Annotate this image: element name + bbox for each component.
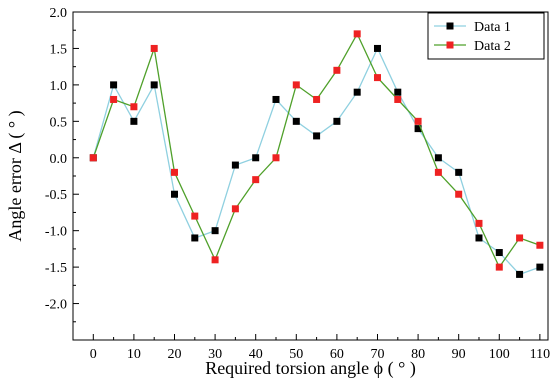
series-1-point [333,117,341,125]
series-2-point [211,256,219,264]
series-2-point [394,95,402,103]
x-tick-label: 110 [530,347,550,362]
x-tick-label: 100 [489,347,510,362]
x-tick-label: 60 [330,347,344,362]
x-tick-label: 90 [452,347,466,362]
legend-label: Data 1 [474,20,511,35]
series-2-point [130,103,138,111]
series-2-point [475,219,483,227]
series-2-point [292,81,300,89]
x-axis-title: Required torsion angle ϕ ( ° ) [205,358,416,379]
y-tick-label: -2.0 [45,298,67,313]
series-1-point [211,227,219,235]
series-1-point [231,161,239,169]
series-2-point [272,154,280,162]
series-1-point [495,249,503,257]
series-2-point [516,234,524,242]
series-1-point [272,95,280,103]
series-1-point [373,44,381,52]
y-tick-label: 1.0 [50,79,68,94]
y-tick-label: 2.0 [50,6,68,21]
x-tick-label: 10 [127,347,141,362]
y-tick-label: -1.0 [45,225,67,240]
series-1-point [110,81,118,89]
x-tick-label: 80 [411,347,425,362]
series-2-point [252,176,260,184]
series-2-point [110,95,118,103]
y-tick-label: -0.5 [45,188,67,203]
series-2-point [353,30,361,38]
series-2-point [455,190,463,198]
legend: Data 1 Data 2 [427,12,545,60]
y-tick-label: 0.0 [50,152,68,167]
x-tick-label: 30 [208,347,222,362]
x-tick-label: 20 [167,347,181,362]
series-1-point [130,117,138,125]
series-1-point [475,234,483,242]
series-1-point [150,81,158,89]
series-1-point [353,88,361,96]
axes: -2.0 -1.5 -1.0 -0.5 0.0 0.5 1.0 1.5 2.0 0 10 20 30 40… [45,6,550,362]
series-2-point [536,241,544,249]
x-tick-label: 40 [249,347,263,362]
series-1-point [292,117,300,125]
series-2-point [89,154,97,162]
y-axis-title: Angle error Δ ( ° ) [5,110,26,241]
series-2-point [495,263,503,271]
x-tick-label: 70 [370,347,384,362]
series-1-point [455,168,463,176]
y-tick-label: 0.5 [50,115,68,130]
plot-frame [72,11,549,341]
series-2-point [434,168,442,176]
legend-box [427,12,545,60]
x-tick-label: 50 [289,347,303,362]
series-2-point [150,44,158,52]
x-tick-label: 0 [90,347,97,362]
series-1-point [516,270,524,278]
series-2-point [333,66,341,74]
legend-label: Data 2 [474,39,511,54]
series-1-point [313,132,321,140]
series-2-point [170,168,178,176]
series-1-point [536,263,544,271]
y-tick-label: -1.5 [45,261,67,276]
series-1-point [414,125,422,133]
series-2-point [231,205,239,213]
series-1-point [394,88,402,96]
legend-marker [446,41,454,49]
series-2-point [414,117,422,125]
legend-marker [446,22,454,30]
series-2-point [313,95,321,103]
series-layer [89,30,544,278]
series-1-point [434,154,442,162]
y-tick-label: 1.5 [50,42,68,57]
series-1-point [170,190,178,198]
series-2-line [92,32,541,269]
series-1-point [191,234,199,242]
series-1-point [252,154,260,162]
series-2-point [373,74,381,82]
series-2-point [191,212,199,220]
